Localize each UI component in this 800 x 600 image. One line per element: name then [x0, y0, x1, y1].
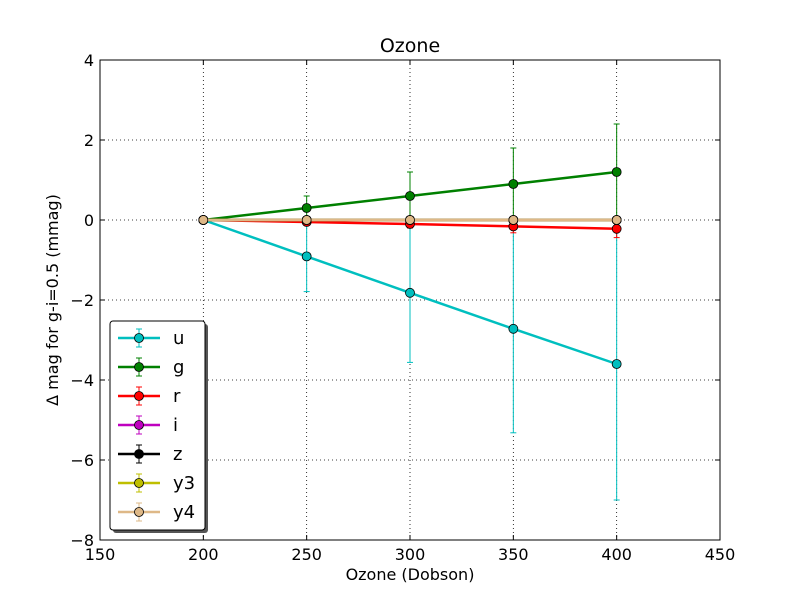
data-point-u — [301, 251, 312, 262]
x-tick-label: 250 — [291, 545, 322, 564]
data-point-y4 — [301, 215, 312, 225]
data-point-u — [405, 287, 415, 298]
legend-label-r: r — [173, 386, 181, 407]
legend-marker-i — [134, 420, 144, 430]
y-axis-label: Δ mag for g-i=0.5 (mmag) — [43, 194, 62, 406]
data-point-u — [611, 359, 622, 369]
data-point-g — [405, 191, 415, 201]
legend-marker-r — [134, 391, 144, 401]
x-tick-label: 300 — [395, 545, 426, 564]
data-point-r — [611, 223, 622, 234]
ticks: 150 200 250 300 350 400 450 −8 −6 −4 −2 0 2 4 — [70, 51, 735, 564]
y-tick-label: 2 — [84, 131, 94, 150]
x-tick-label: 350 — [498, 545, 529, 564]
y-tick-label: −2 — [70, 291, 94, 310]
data-point-u — [508, 323, 519, 334]
data-point-y4 — [405, 215, 415, 225]
data-point-y4 — [198, 215, 209, 225]
legend-label-u: u — [173, 328, 184, 349]
legend-marker-y3 — [134, 478, 144, 488]
data-point-g — [508, 179, 519, 189]
data-point-g — [301, 203, 312, 213]
series-y4 — [198, 215, 622, 225]
legend-label-z: z — [173, 444, 182, 465]
y-tick-label: 4 — [84, 51, 94, 70]
legend-marker-u — [134, 333, 144, 343]
x-tick-label: 450 — [705, 545, 736, 564]
legend-marker-z — [134, 449, 144, 459]
legend-marker-g — [134, 362, 144, 372]
legend-label-i: i — [173, 415, 178, 436]
legend-label-y4: y4 — [173, 502, 195, 523]
y-tick-label: −6 — [70, 451, 94, 470]
data-point-y4 — [508, 215, 519, 225]
y-tick-label: 0 — [84, 211, 94, 230]
y-tick-label: −4 — [70, 371, 94, 390]
x-tick-label: 400 — [601, 545, 632, 564]
y-tick-label: −8 — [70, 531, 94, 550]
chart-title: Ozone — [380, 35, 440, 57]
series-g — [198, 123, 622, 225]
x-tick-label: 150 — [85, 545, 116, 564]
plot-area — [198, 123, 622, 501]
legend-marker-y4 — [134, 507, 144, 517]
legend-label-g: g — [173, 357, 184, 378]
legend-label-y3: y3 — [173, 473, 195, 494]
x-axis-label: Ozone (Dobson) — [346, 565, 475, 584]
x-tick-label: 200 — [188, 545, 219, 564]
data-point-g — [611, 167, 622, 177]
data-point-y4 — [611, 215, 622, 225]
